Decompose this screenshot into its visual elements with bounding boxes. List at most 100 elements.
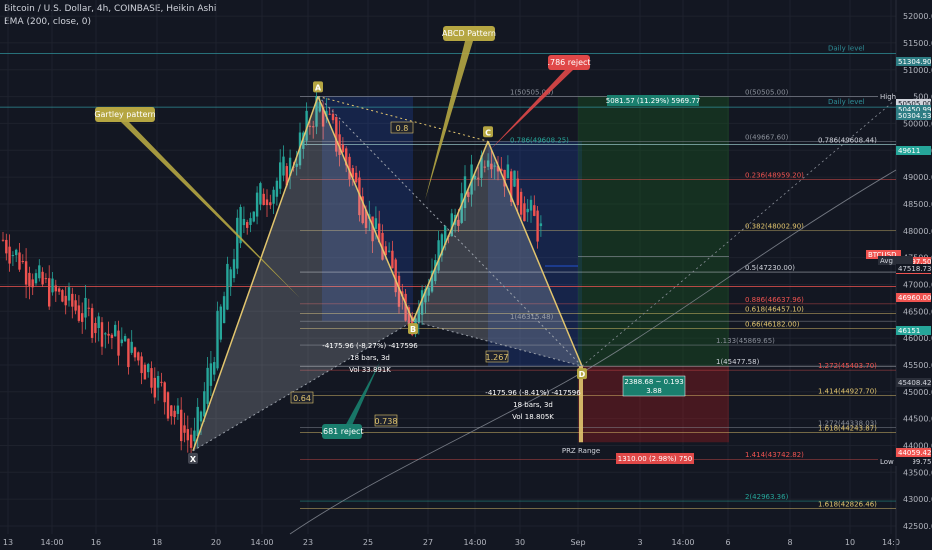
candle-body <box>189 434 193 448</box>
price-tag <box>866 250 901 259</box>
ab-range-stat: 18 bars, 3d <box>350 354 390 362</box>
ratio-label: 0.738 <box>375 417 398 426</box>
candle-body <box>401 291 404 297</box>
x-tick-label: 20 <box>211 538 221 547</box>
candle-body <box>358 177 361 216</box>
x-tick-label: 30 <box>515 538 525 547</box>
candle-body <box>315 96 318 127</box>
fib-level-label: 1.272(45403.70) <box>818 362 877 370</box>
candle-body <box>11 255 15 257</box>
candle-body <box>77 305 81 321</box>
leg-bd-dotted <box>412 320 583 367</box>
candle-body <box>156 375 160 388</box>
x-tick-label: 16 <box>91 538 101 547</box>
candle-body <box>424 288 427 303</box>
candle-body <box>374 218 378 229</box>
bcd-triangle <box>413 141 582 367</box>
pattern-point-badge <box>408 323 418 335</box>
price-tag <box>896 264 931 273</box>
callout-label: ABCD Pattern <box>442 29 496 38</box>
candle-body <box>321 106 325 127</box>
candle-body <box>493 165 496 167</box>
candle-body <box>48 278 51 307</box>
candle-body <box>222 296 226 324</box>
candle-body <box>496 166 500 172</box>
candle-body <box>61 290 64 302</box>
y-tick-label: 51500.00 <box>903 39 932 48</box>
price-tag-label: 47518.73 <box>898 265 931 273</box>
candle-body <box>483 166 486 168</box>
price-tag <box>896 99 931 108</box>
candle-body <box>21 261 24 263</box>
y-tick-label: 48500.00 <box>903 200 932 209</box>
price-tag-label: 49611 <box>898 147 920 155</box>
projection-line <box>581 98 897 367</box>
candle-body <box>516 178 519 206</box>
candle-body <box>437 240 440 271</box>
candle-body <box>246 222 249 228</box>
candle-body <box>506 164 510 179</box>
candle-body <box>348 156 351 180</box>
candle-body <box>371 216 374 242</box>
candle-body <box>384 246 387 256</box>
pattern-point-label: D <box>579 370 586 379</box>
candle-body <box>312 126 315 128</box>
candle-body <box>269 202 272 206</box>
candle-body <box>397 275 401 307</box>
candle-body <box>110 334 114 339</box>
pattern-point-label: A <box>315 83 322 92</box>
leg-bc <box>412 140 489 322</box>
ratio-stat-sub: 3.88 <box>646 387 662 395</box>
candle-body <box>186 429 189 441</box>
y-tick-label: 50500.00 <box>903 93 932 102</box>
y-tick-label: 52000.00 <box>903 12 932 21</box>
daily-level-label: Daily level <box>828 98 865 106</box>
candle-body <box>219 306 222 340</box>
candle-body <box>137 352 140 361</box>
leg-ab <box>317 96 414 322</box>
candle-body <box>444 226 447 245</box>
candle-body <box>420 290 424 315</box>
pattern-point-label: B <box>410 325 416 334</box>
candle-body <box>18 252 21 270</box>
candle-body <box>104 333 107 335</box>
candle-body <box>38 265 41 279</box>
candle-body <box>216 310 219 369</box>
x-tick-label: 14:00 <box>40 538 63 547</box>
candle-body <box>417 307 420 323</box>
target-stat-label: 5081.57 (11.29%) 5969.77 <box>606 97 701 105</box>
candle-body <box>236 217 239 269</box>
candle-body <box>328 113 331 115</box>
candle-body <box>391 250 394 269</box>
y-tick-label: 47000.00 <box>903 280 932 289</box>
leg-cd <box>487 140 583 367</box>
price-tag-label: 45408.42 <box>898 379 931 387</box>
callout-box <box>443 26 495 41</box>
candle-body <box>71 293 74 307</box>
y-tick-label: 45500.00 <box>903 361 932 370</box>
y-tick-label: 45000.00 <box>903 388 932 397</box>
price-tag-label: Low <box>880 458 894 466</box>
y-tick-label: 43000.00 <box>903 495 932 504</box>
candle-body <box>288 157 292 176</box>
candle-body <box>364 209 368 228</box>
ratio-label: 0.8 <box>396 124 409 133</box>
cd-range-stat: -4175.96 (-8.41%) -417596 <box>485 389 581 397</box>
y-tick-label: 46500.00 <box>903 307 932 316</box>
candle-body <box>64 295 67 306</box>
fib-level-label: 0.618(46457.10) <box>745 306 804 314</box>
candle-body <box>24 261 28 285</box>
candle-body <box>143 364 147 380</box>
prz-range-label: PRZ Range <box>562 447 600 455</box>
price-tag <box>896 448 931 457</box>
ema-indicator-label: EMA (200, close, 0) <box>4 17 92 27</box>
price-tag <box>896 105 931 114</box>
candle-body <box>114 324 117 337</box>
pattern-point-badge <box>483 126 493 138</box>
y-tick-label: 44000.00 <box>903 441 932 450</box>
candle-body <box>150 368 153 388</box>
candle-body <box>160 381 163 383</box>
candle-body <box>67 287 71 301</box>
candle-body <box>74 300 77 311</box>
